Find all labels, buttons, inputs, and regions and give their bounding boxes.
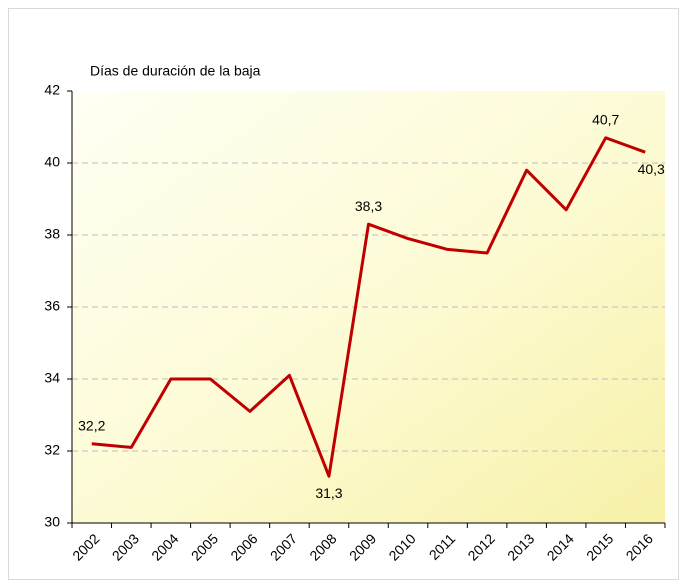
y-tick-label: 30 <box>44 514 60 530</box>
y-tick-label: 40 <box>44 154 60 170</box>
y-tick-label: 38 <box>44 226 60 242</box>
data-label: 32,2 <box>78 418 105 434</box>
data-label: 31,3 <box>315 485 342 501</box>
y-tick-label: 32 <box>44 442 60 458</box>
data-label: 38,3 <box>355 198 382 214</box>
y-tick-label: 42 <box>44 82 60 98</box>
y-tick-label: 34 <box>44 370 60 386</box>
data-label: 40,3 <box>638 161 665 177</box>
data-label: 40,7 <box>592 112 619 128</box>
y-tick-label: 36 <box>44 298 60 314</box>
axis-title: Días de duración de la baja <box>90 63 261 79</box>
series-line <box>91 136 646 478</box>
